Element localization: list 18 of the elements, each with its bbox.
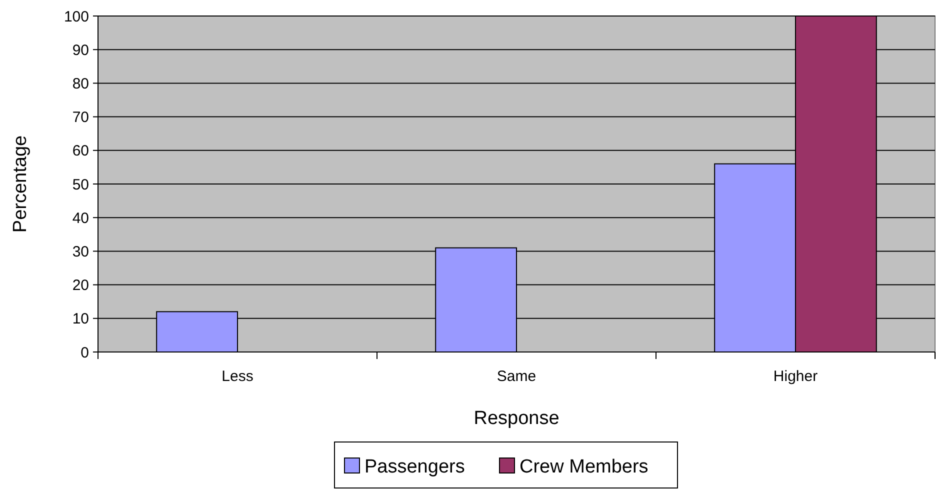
- y-axis-title: Percentage: [10, 135, 31, 233]
- y-tick-label: 30: [72, 243, 89, 260]
- y-tick-label: 20: [72, 277, 89, 294]
- y-tick-label: 100: [64, 8, 89, 26]
- y-tick-label: 50: [72, 176, 89, 194]
- x-tick-label: Higher: [773, 368, 818, 385]
- x-axis-title: Response: [474, 408, 560, 429]
- y-tick-label: 60: [72, 142, 89, 160]
- legend-label: Crew Members: [520, 456, 648, 478]
- x-tick-label: Less: [222, 368, 254, 385]
- y-tick-label: 90: [72, 42, 89, 59]
- y-tick-label: 40: [72, 210, 89, 227]
- legend-label: Passengers: [364, 456, 465, 478]
- y-tick-label: 10: [72, 310, 89, 328]
- y-tick-label: 0: [80, 344, 89, 362]
- x-tick-label: Same: [496, 368, 536, 385]
- y-tick-label: 80: [72, 75, 89, 92]
- y-tick-label: 70: [72, 109, 89, 126]
